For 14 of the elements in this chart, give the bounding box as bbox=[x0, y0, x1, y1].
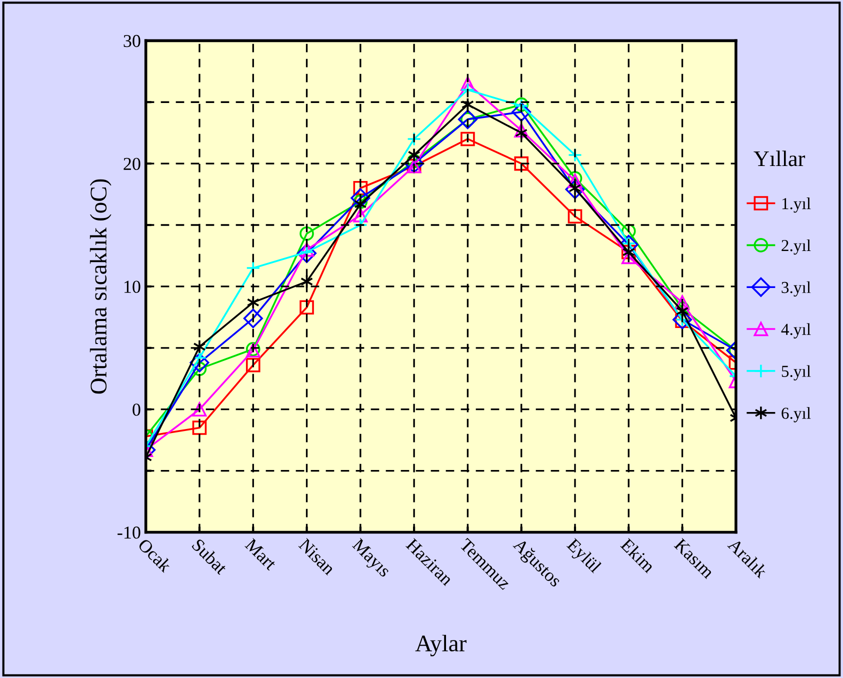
legend-label: 3.yıl bbox=[782, 281, 811, 297]
y-tick-label: 30 bbox=[124, 34, 140, 48]
y-tick-label: 20 bbox=[124, 158, 140, 170]
y-tick-label: 10 bbox=[124, 280, 140, 293]
legend-label: 2.yıl bbox=[782, 239, 811, 255]
y-tick-label: 0 bbox=[132, 404, 140, 416]
legend-label: 4.yıl bbox=[781, 323, 811, 338]
legend-label: 6.yıl bbox=[782, 407, 811, 422]
legend-title: Yıllar bbox=[754, 150, 806, 166]
legend-label: 5.yıl bbox=[782, 365, 811, 380]
y-tick-label: -10 bbox=[118, 526, 140, 539]
legend-label: 1.yıl bbox=[782, 198, 811, 213]
y-axis-title: Ortalama sıcaklık (oC) bbox=[90, 179, 112, 394]
x-axis-title: Aylar bbox=[415, 634, 466, 656]
